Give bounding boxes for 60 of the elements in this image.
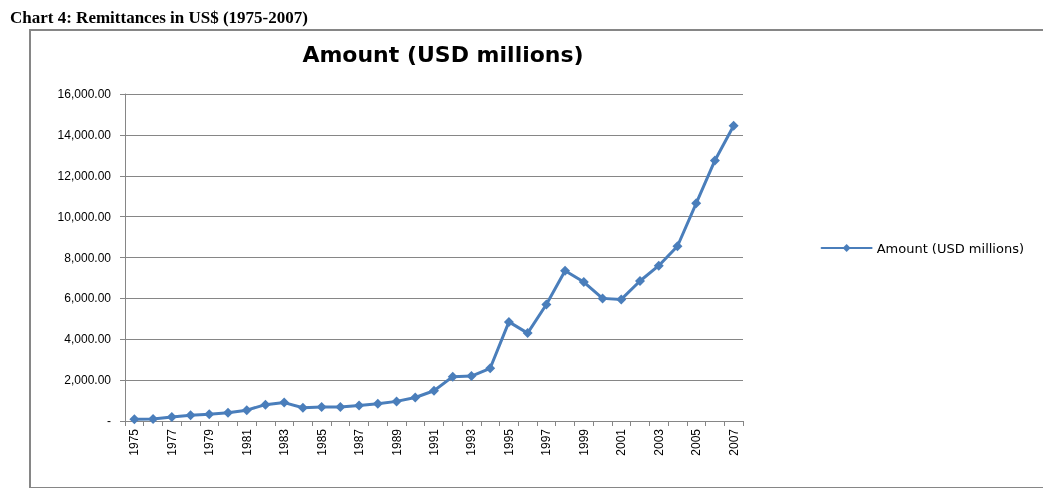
point <box>447 371 458 382</box>
point <box>260 399 271 410</box>
y-tick-label: - <box>107 414 111 428</box>
point <box>410 392 421 403</box>
x-tick-label: 1975 <box>127 428 142 456</box>
point <box>429 385 439 396</box>
y-tick-label: 8,000.00 <box>64 250 112 265</box>
point <box>354 400 365 411</box>
y-tick-label: 2,000.00 <box>64 373 112 388</box>
point <box>541 299 552 310</box>
x-tick-label: 2005 <box>689 428 704 456</box>
point <box>709 155 720 166</box>
point <box>635 276 645 286</box>
point <box>672 241 683 252</box>
x-tick-label: 2007 <box>726 428 741 456</box>
point <box>335 402 346 413</box>
point <box>316 402 327 413</box>
y-tick-label: 6,000.00 <box>64 291 112 306</box>
point <box>185 410 196 421</box>
y-tick-label: 10,000.00 <box>57 209 112 224</box>
point <box>691 198 702 209</box>
point <box>241 405 252 416</box>
point <box>204 409 215 420</box>
y-tick-label: 14,000.00 <box>57 127 112 142</box>
x-tick-label: 1991 <box>427 428 441 456</box>
x-tick-label: 1989 <box>389 428 404 456</box>
x-tick-label: 1983 <box>277 428 292 456</box>
point <box>391 396 402 407</box>
x-tick-label: 2001 <box>614 428 629 456</box>
x-tick-label: 1995 <box>501 428 516 456</box>
point <box>653 260 664 271</box>
point <box>503 316 514 327</box>
point <box>129 414 140 425</box>
point <box>223 407 233 418</box>
x-tick-label: 2003 <box>651 428 666 456</box>
point <box>297 402 308 413</box>
point <box>578 277 589 288</box>
point <box>597 293 608 304</box>
x-tick-label: 1985 <box>314 428 329 456</box>
chart-title: Amount (USD millions) <box>302 41 584 67</box>
point <box>279 397 290 408</box>
x-tick-label: 1981 <box>239 428 254 456</box>
y-tick-label: 16,000.00 <box>57 87 112 101</box>
point <box>616 294 627 305</box>
point <box>522 328 533 339</box>
x-tick-label: 1979 <box>202 428 217 456</box>
point <box>372 398 383 409</box>
caption: Chart 4: Remittances in US$ (1975-2007) <box>10 8 308 27</box>
legend-label: Amount (USD millions) <box>876 240 1025 256</box>
x-tick-label: 1997 <box>539 428 554 456</box>
point <box>485 363 496 374</box>
point <box>728 120 739 131</box>
y-tick-label: 4,000.00 <box>64 332 112 347</box>
point <box>466 371 477 382</box>
y-tick-label: 12,000.00 <box>57 168 112 183</box>
x-tick-label: 1993 <box>464 428 479 456</box>
x-tick-label: 1987 <box>352 428 367 456</box>
x-tick-label: 1999 <box>576 428 591 456</box>
point <box>560 265 571 276</box>
x-tick-label: 1977 <box>164 428 179 456</box>
